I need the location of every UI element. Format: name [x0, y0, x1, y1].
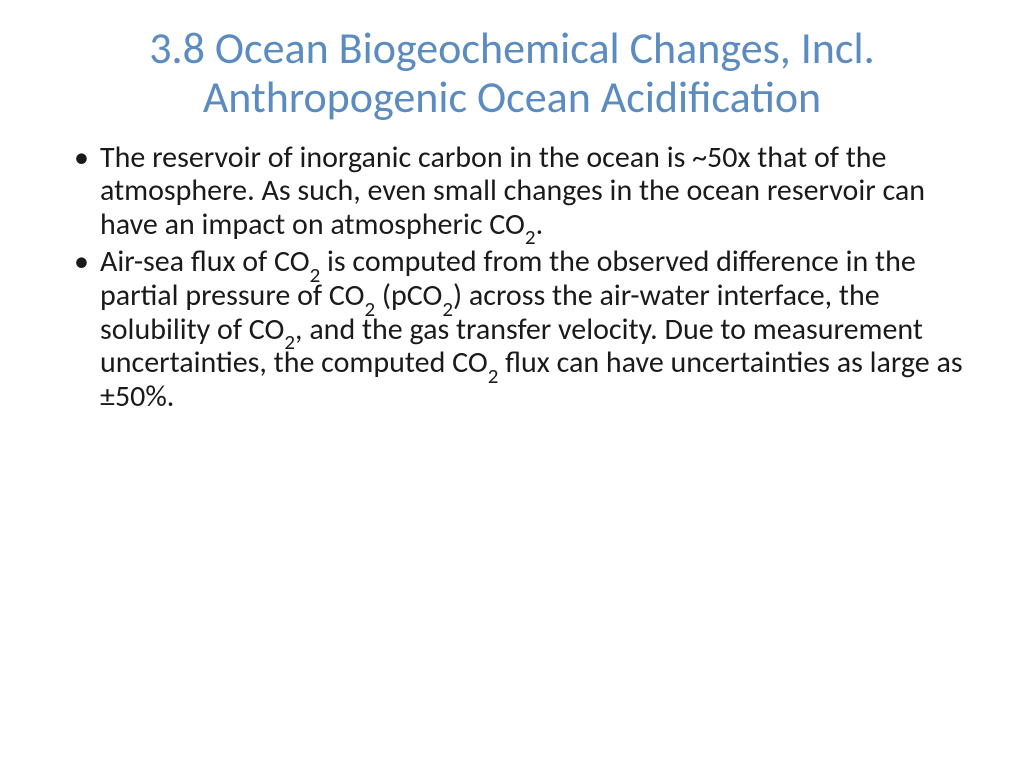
slide: 3.8 Ocean Biogeochemical Changes, Incl. … [0, 0, 1024, 768]
bullet-list: The reservoir of inorganic carbon in the… [48, 141, 976, 414]
bullet-text: The reservoir of inorganic carbon in the… [100, 139, 925, 243]
title-line-1: 3.8 Ocean Biogeochemical Changes, Incl. [48, 24, 976, 73]
title-line-2: Anthropogenic Ocean Acidification [48, 73, 976, 122]
slide-title: 3.8 Ocean Biogeochemical Changes, Incl. … [48, 24, 976, 123]
bullet-text: Air-sea flux of CO2 is computed from the… [100, 243, 963, 414]
list-item: The reservoir of inorganic carbon in the… [68, 141, 976, 242]
list-item: Air-sea flux of CO2 is computed from the… [68, 245, 976, 413]
